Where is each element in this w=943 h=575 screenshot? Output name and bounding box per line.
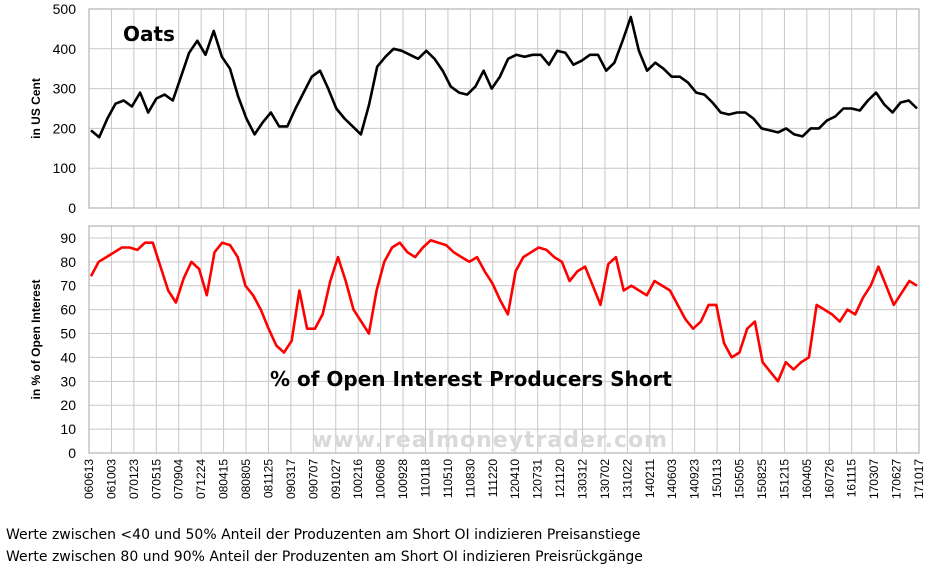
y-tick-label: 0: [68, 200, 76, 216]
watermark: www.realmoneytrader.com: [312, 428, 668, 453]
y-tick-label: 40: [60, 349, 76, 365]
y-tick-label: 30: [60, 373, 76, 389]
y-tick-label: 90: [60, 230, 76, 246]
x-tick-label: 110510: [441, 459, 455, 498]
panel-price: 0 100 200 300 400 500 in US Cent Oats: [29, 1, 920, 216]
x-tick-label: 070123: [127, 459, 141, 499]
y-tick-label: 300: [53, 81, 77, 97]
series-line: [89, 239, 918, 383]
chart-title: % of Open Interest Producers Short: [270, 367, 672, 391]
x-tick-label: 151215: [777, 459, 791, 499]
y-tick-label: 20: [60, 397, 76, 413]
x-tick-label: 140603: [665, 459, 679, 499]
x-tick-label: 120410: [508, 459, 522, 499]
series-line: [90, 15, 918, 139]
x-tick-label: 150113: [710, 459, 724, 498]
y-tick-label: 80: [60, 254, 76, 270]
x-tick-label: 091027: [329, 459, 343, 499]
x-tick-label: 170307: [867, 459, 881, 499]
x-tick-label: 120731: [531, 459, 545, 499]
caption-price-rise: Werte zwischen <40 und 50% Anteil der Pr…: [6, 527, 641, 543]
x-tick-label: 171017: [912, 459, 926, 499]
x-axis-labels: 060613 061003 070123 070515 070904 071224 0804…: [82, 459, 926, 499]
x-tick-label: 161115: [845, 459, 859, 498]
x-tick-label: 140923: [688, 459, 702, 499]
x-tick-label: 110830: [463, 459, 477, 498]
x-tick-label: 130312: [576, 459, 590, 499]
y-tick-label: 500: [53, 1, 77, 17]
x-tick-label: 140211: [643, 459, 657, 498]
y-tick-label: 10: [60, 421, 76, 437]
x-tick-label: 090317: [284, 459, 298, 499]
caption-price-fall: Werte zwischen 80 und 90% Anteil der Pro…: [6, 549, 643, 565]
x-tick-label: 170627: [890, 459, 904, 499]
x-tick-label: 150505: [733, 459, 747, 499]
x-tick-label: 071224: [194, 459, 208, 499]
y-tick-label: 70: [60, 278, 76, 294]
x-tick-label: 080415: [217, 459, 231, 499]
x-tick-label: 110118: [418, 459, 432, 498]
y-tick-label: 50: [60, 326, 76, 342]
y-tick-label: 400: [53, 41, 77, 57]
plot-frame: [88, 8, 920, 209]
y-axis-label: in % of Open Interest: [29, 279, 43, 399]
x-tick-label: 070904: [172, 459, 186, 499]
plot-frame: [88, 225, 920, 454]
y-tick-label: 200: [53, 120, 77, 136]
x-tick-label: 160405: [800, 459, 814, 499]
y-axis-label: in US Cent: [29, 78, 43, 139]
y-tick-label: 60: [60, 302, 76, 318]
x-tick-label: 060613: [82, 459, 96, 499]
chart-title: Oats: [123, 22, 175, 46]
x-tick-label: 070515: [149, 459, 163, 499]
x-tick-label: 080805: [239, 459, 253, 499]
x-tick-label: 160726: [822, 459, 836, 499]
chart-area: 0 100 200 300 400 500 in US Cent Oats 0 10 20 30 40 5…: [29, 1, 926, 499]
y-tick-label: 0: [68, 445, 76, 461]
x-tick-label: 150825: [755, 459, 769, 499]
x-tick-label: 100216: [351, 459, 365, 499]
x-tick-label: 121120: [553, 459, 567, 498]
x-tick-label: 131022: [620, 459, 634, 499]
x-tick-label: 100928: [396, 459, 410, 499]
panel-producers-short: 0 10 20 30 40 50 60 70 80 90 www.realmoneytrader.c…: [29, 225, 920, 461]
x-tick-label: 081125: [261, 459, 275, 498]
y-tick-label: 100: [53, 160, 77, 176]
x-tick-label: 111220: [486, 459, 500, 498]
x-tick-label: 061003: [104, 459, 118, 499]
x-tick-label: 090707: [306, 459, 320, 499]
x-tick-label: 100608: [374, 459, 388, 499]
x-tick-label: 130702: [598, 459, 612, 499]
